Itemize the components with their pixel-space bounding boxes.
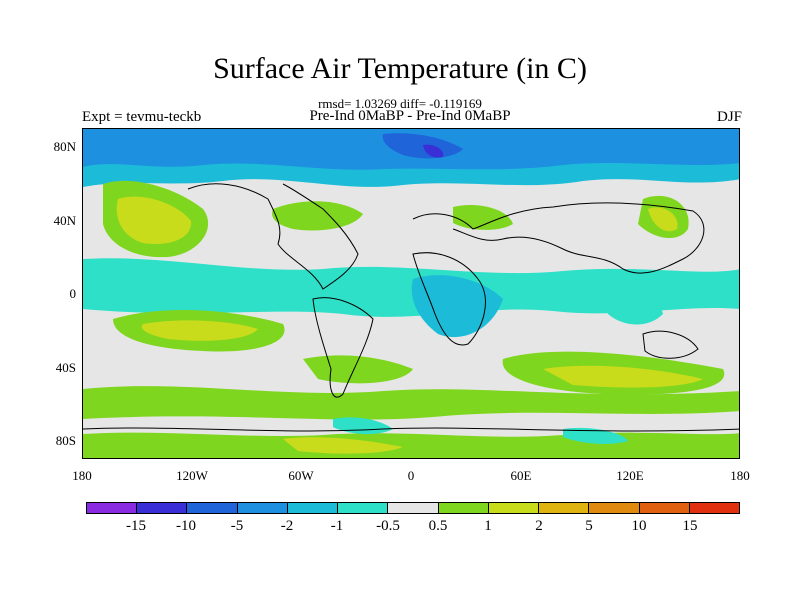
colorbar-segment-4 (287, 503, 339, 513)
colorbar-segment-8 (488, 503, 540, 513)
colorbar-segment-10 (589, 503, 640, 513)
colorbar-segment-7 (438, 503, 489, 513)
colorbar-label: 5 (585, 518, 593, 534)
colorbar-segment-6 (388, 503, 439, 513)
lon-label-0: 0 (407, 468, 415, 483)
comparison-label: Pre-Ind 0MaBP - Pre-Ind 0MaBP (309, 108, 511, 124)
colorbar-label: 1 (484, 518, 492, 534)
colorbar-segment-3 (237, 503, 288, 513)
colorbar-label: 0.5 (428, 518, 448, 534)
lat-label-80n: 80N (53, 139, 76, 154)
plot-title: Surface Air Temperature (in C) (213, 52, 587, 85)
lon-label-180w: 180 (72, 468, 92, 483)
colorbar-segment-9 (539, 503, 590, 513)
stats-line: rmsd= 1.03269 diff= -0.119169 (318, 96, 482, 111)
colorbar-segment-2 (187, 503, 238, 513)
colorbar-label: -10 (176, 518, 196, 534)
colorbar-label: -0.5 (376, 518, 400, 534)
season-label: DJF (716, 109, 742, 125)
colorbar-label: -15 (126, 518, 146, 534)
colorbar-label: 2 (535, 518, 543, 534)
temperature-map (82, 128, 740, 459)
lon-label-180e: 180 (730, 468, 750, 483)
colorbar-segment-5 (338, 503, 389, 513)
colorbar-segment-1 (137, 503, 188, 513)
lon-label-120e: 120E (616, 468, 644, 483)
lat-label-0: 0 (69, 286, 77, 301)
colorbar-segment-12 (689, 503, 740, 513)
colorbar-label: 15 (682, 518, 698, 534)
colorbar-label: -5 (230, 518, 244, 534)
lat-label-80s: 80S (55, 433, 76, 448)
experiment-label: Expt = tevmu-teckb (82, 109, 202, 125)
lon-label-60w: 60W (288, 468, 314, 483)
colorbar-segment-0 (87, 503, 138, 513)
colorbar-segment-11 (639, 503, 690, 513)
colorbar-label: -1 (330, 518, 344, 534)
lon-label-120w: 120W (176, 468, 208, 483)
lat-label-40n: 40N (53, 213, 76, 228)
lon-label-60e: 60E (510, 468, 532, 483)
colorbar (86, 502, 740, 514)
colorbar-label: -2 (280, 518, 294, 534)
lat-label-40s: 40S (55, 360, 76, 375)
colorbar-label: 10 (631, 518, 647, 534)
